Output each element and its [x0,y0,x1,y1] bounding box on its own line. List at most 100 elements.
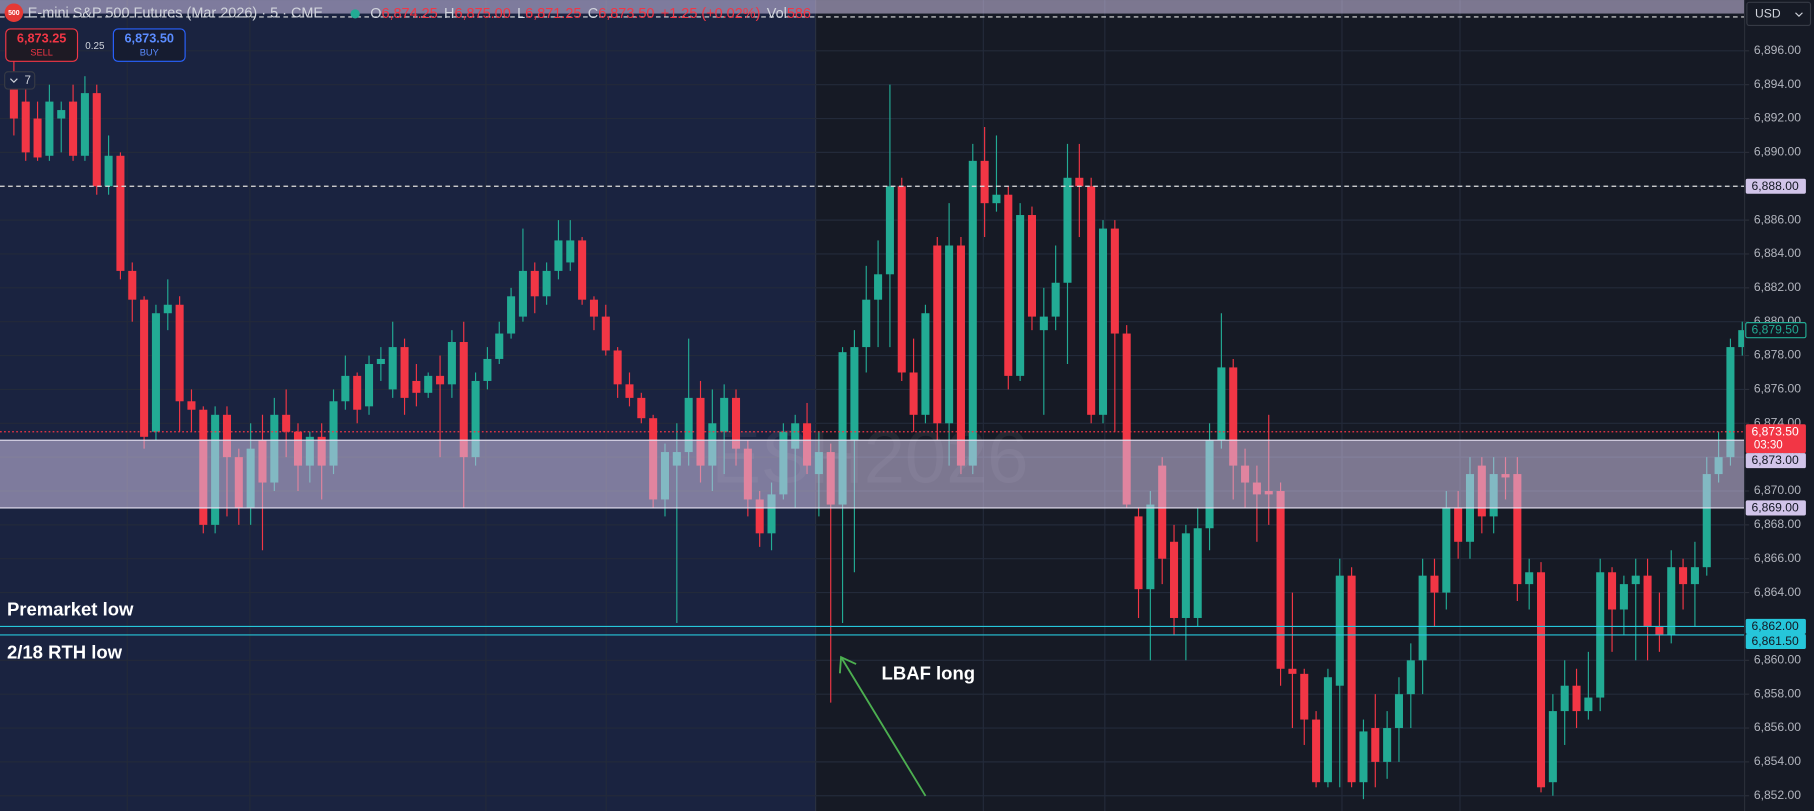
candle-body [69,101,78,156]
candle-body [1383,728,1392,762]
candle-body [163,304,172,314]
candle-body [1170,541,1179,618]
candle-body [1110,228,1119,334]
spread: 0.25 [85,41,105,52]
legend-value: 6,875.00 [455,6,511,22]
candle-body [767,494,776,534]
candle-body [353,375,362,410]
candle-body [495,333,504,359]
y-tick-label: 6,890.00 [1754,145,1801,159]
candle-body [1619,584,1628,610]
candle-body [1667,567,1676,635]
annotation: LBAF long [882,662,976,683]
price-tag-label: 6,873.50 [1752,424,1799,438]
legend-change: +1.25 (+0.02%) [661,6,761,22]
candle-body [1690,567,1699,585]
toggle-box[interactable] [4,71,36,90]
zone [0,0,1745,14]
zone [0,440,1745,508]
candle-body [1430,575,1439,593]
price-axis [1744,0,1814,811]
candle-body [1442,507,1451,593]
candle-body [1655,626,1664,635]
candle-body [447,342,456,385]
candle-body [1347,575,1356,783]
candle-body [1584,697,1593,712]
y-tick-label: 6,878.00 [1754,348,1801,362]
sell-box[interactable] [5,28,79,62]
arrow [838,655,927,797]
y-tick-label: 6,866.00 [1754,551,1801,565]
candle-body [365,364,374,407]
candle-body [1193,528,1202,618]
candle-body [613,350,622,385]
candle-body [104,155,113,187]
price-tag-label: 6,861.50 [1752,634,1799,648]
currency-button[interactable]: USD [1746,1,1812,27]
y-tick-label: 6,886.00 [1754,212,1801,226]
buy-price[interactable]: 6,873.50 [124,31,174,46]
buy-box[interactable] [112,28,186,62]
y-tick-label: 6,896.00 [1754,43,1801,57]
indicators-toggle[interactable]: 7 [4,71,36,90]
candle-body [755,499,764,534]
candle-body [1643,575,1652,627]
candle-body [424,375,433,393]
candle-body [400,347,409,398]
y-tick-label: 6,870.00 [1754,483,1801,497]
y-tick-label: 6,868.00 [1754,517,1801,531]
currency[interactable]: USD [1755,7,1781,21]
legend-key: L [517,6,525,22]
candle-body [1027,215,1037,317]
sell-button[interactable]: 6,873.25 SELL [5,28,79,62]
price-tag-label: 6,873.00 [1752,453,1799,467]
candle-body [518,270,527,317]
chevron [10,78,18,83]
candle-body [1702,474,1711,568]
y-tick-label: 6,856.00 [1754,720,1801,734]
candle-body [1335,575,1344,686]
countdown: 03:30 [1754,440,1783,452]
sell-price[interactable]: 6,873.25 [17,31,67,46]
candle-body [1004,194,1013,376]
candle-body [874,274,883,300]
buy-button[interactable]: 6,873.50 BUY [112,28,186,62]
price-tag-label: 6,862.00 [1752,619,1799,633]
y-tick-label: 6,876.00 [1754,382,1801,396]
y-tick-label: 6,860.00 [1754,653,1801,667]
chevron [1795,12,1803,18]
candle-body [885,186,894,275]
price-tag [1745,618,1806,634]
legend-value: 6,873.50 [598,6,654,22]
symbol-title[interactable]: E-mini S&P 500 Futures (Mar 2026) · 5 · … [28,6,324,22]
candle-body [684,397,693,453]
candle-body [459,342,468,458]
candle-body [1181,533,1190,618]
candle-body [1513,474,1522,585]
price-tag-label: 6,869.00 [1752,500,1799,514]
price-axis-labels: 6,852.00 6,854.00 6,856.00 6,858.00 6,860.00… [1744,43,1801,802]
candle-body [589,299,598,317]
sell-label[interactable]: SELL [30,48,53,58]
candle-body [1217,367,1226,441]
candle-body [1051,282,1060,317]
candle-body [187,401,196,410]
currency-box[interactable] [1746,1,1812,27]
symbol-icon [4,3,24,22]
price-tag [1745,322,1807,339]
indicator-count[interactable]: 7 [25,75,31,87]
price-tag [1745,633,1806,650]
candle-body [1738,330,1747,348]
candle-body [222,414,231,458]
legend-key: H [444,6,454,22]
symbol-icon-text: 500 [8,10,20,17]
legend-key: Vol [767,6,787,22]
price-tag-label: 6,888.00 [1752,179,1799,193]
y-tick-label: 6,884.00 [1754,246,1801,260]
candle-body [33,118,42,158]
buy-label[interactable]: BUY [140,48,159,58]
candle-body [175,304,184,402]
y-tick-label: 6,892.00 [1754,111,1801,125]
candle-body [483,358,492,381]
